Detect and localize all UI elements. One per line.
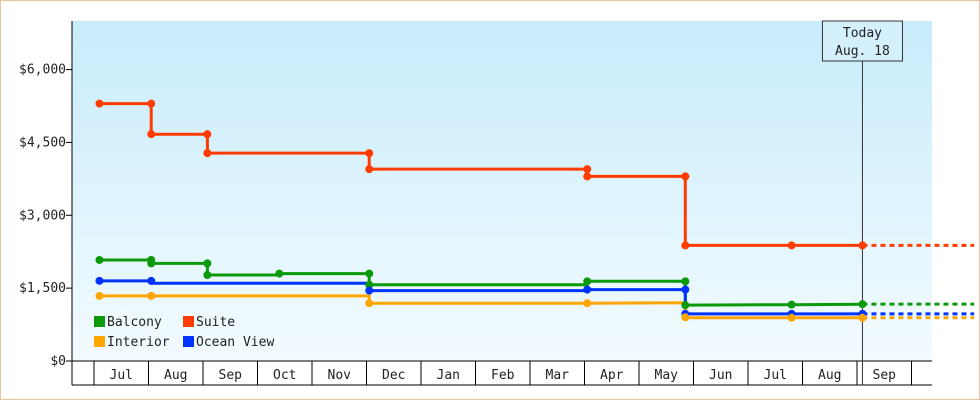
data-point-interior (681, 313, 690, 322)
today-label: Today (843, 26, 882, 41)
data-point-balcony (147, 259, 156, 268)
data-point-suite (681, 172, 690, 181)
legend-swatch-balcony (94, 316, 105, 327)
data-point-balcony (681, 301, 690, 310)
legend-swatch-interior (94, 336, 105, 347)
y-axis: $0 $1,500 $3,000 $4,500 $6,000 (19, 21, 73, 385)
x-tick-label: Sep (219, 368, 243, 383)
legend-label-suite: Suite (196, 315, 235, 330)
x-tick-label: Jul (110, 368, 133, 383)
data-point-balcony (275, 269, 284, 278)
legend-swatch-ocean-view (183, 336, 194, 347)
y-tick-label: $3,000 (19, 208, 66, 223)
legend-label-balcony: Balcony (107, 315, 162, 330)
data-point-suite (203, 149, 212, 158)
data-point-suite (858, 241, 867, 250)
data-point-ocean-view (147, 276, 156, 285)
data-point-balcony (95, 255, 104, 264)
x-tick-label: Dec (382, 368, 405, 383)
x-tick-label: Oct (273, 368, 296, 383)
data-point-suite (95, 99, 104, 108)
data-point-balcony (365, 280, 374, 289)
data-point-ocean-view (583, 285, 592, 294)
series-markers (95, 99, 867, 322)
x-axis: Jul Aug Sep Oct Nov Dec Jan Feb Mar Apr May Jun Jul A… (72, 360, 932, 386)
x-tick-label: Apr (600, 368, 624, 383)
today-marker: Today Aug. 18 (821, 20, 903, 385)
x-tick-label: Aug (818, 368, 841, 383)
data-point-interior (365, 299, 374, 308)
data-point-balcony (681, 277, 690, 286)
y-tick-label: $6,000 (19, 63, 66, 78)
x-tick-label: Mar (546, 368, 570, 383)
legend-label-interior: Interior (107, 335, 170, 350)
data-point-balcony (365, 269, 374, 278)
data-point-suite (681, 241, 690, 250)
legend-label-ocean-view: Ocean View (196, 335, 274, 350)
data-point-suite (583, 165, 592, 174)
data-point-suite (147, 99, 156, 108)
x-tick-label: May (655, 368, 679, 383)
data-point-balcony (858, 300, 867, 309)
x-tick-label: Nov (328, 368, 352, 383)
data-point-suite (147, 130, 156, 139)
today-box (821, 20, 903, 62)
x-tick-label: Feb (491, 368, 515, 383)
data-point-interior (147, 291, 156, 300)
data-point-suite (787, 241, 796, 250)
x-tick-label: Sep (873, 368, 897, 383)
y-tick-label: $1,500 (19, 281, 66, 296)
x-tick-label: Aug (164, 368, 187, 383)
data-point-interior (95, 291, 104, 300)
data-point-ocean-view (681, 285, 690, 294)
x-tick-label: Jan (437, 368, 460, 383)
y-tick-label: $4,500 (19, 135, 66, 150)
data-point-balcony (203, 271, 212, 280)
data-point-ocean-view (365, 286, 374, 295)
plot-background (72, 21, 932, 361)
data-point-interior (583, 299, 592, 308)
data-point-suite (365, 149, 374, 158)
legend: Balcony Suite Interior Ocean View (94, 315, 274, 350)
x-tick-label: Jul (764, 368, 787, 383)
x-tick-label: Jun (709, 368, 732, 383)
legend-swatch-suite (183, 316, 194, 327)
data-point-suite (365, 165, 374, 174)
data-point-suite (583, 172, 592, 181)
data-point-ocean-view (95, 276, 104, 285)
data-point-interior (787, 313, 796, 322)
data-point-balcony (203, 259, 212, 268)
today-date: Aug. 18 (835, 44, 890, 59)
data-point-balcony (583, 277, 592, 286)
data-point-interior (858, 313, 867, 322)
y-tick-label: $0 (50, 354, 66, 369)
data-point-balcony (787, 300, 796, 309)
data-point-suite (203, 130, 212, 139)
